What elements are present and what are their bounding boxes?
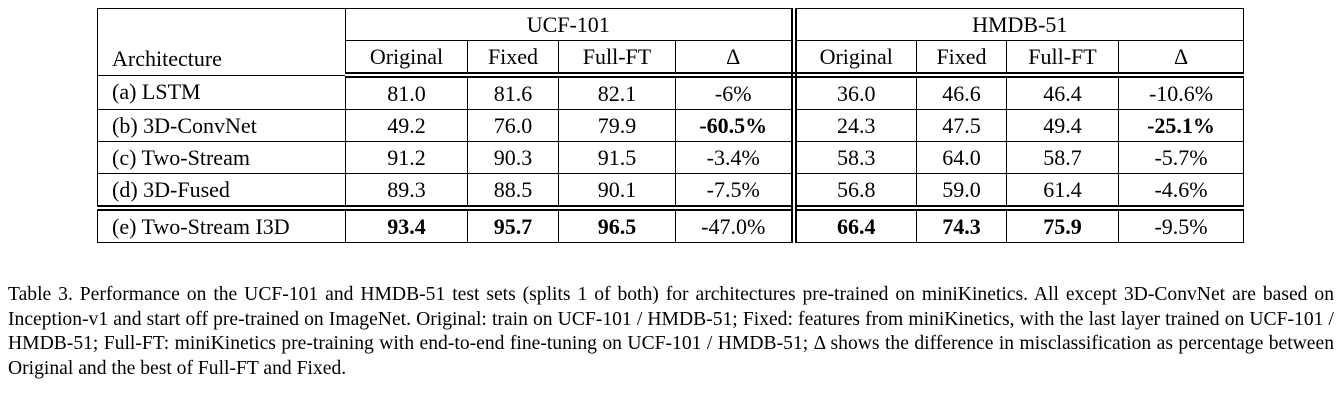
cell: 49.4 [1006,109,1119,142]
cell: 91.2 [345,141,468,174]
cell: 61.4 [1006,173,1119,209]
group-header-row: Architecture UCF-101 HMDB-51 [97,8,1245,76]
data-row: (c) Two-Stream 91.2 90.3 91.5 -3.4% 58.3 64.0 5… [97,141,1245,174]
cell: 46.6 [916,74,1007,110]
cell: 79.9 [558,109,676,142]
cell: 75.9 [1006,205,1119,243]
cell: 49.2 [345,109,468,142]
cell: 66.4 [793,205,917,243]
cell: 76.0 [467,109,559,142]
group-header: UCF-101 [345,8,797,41]
cell: 47.5 [916,109,1007,142]
cell: 96.5 [558,205,676,243]
column-header: Original [345,40,468,78]
cell: 64.0 [916,141,1007,174]
row-name: (a) LSTM [97,74,346,110]
cell: 58.7 [1006,141,1119,174]
cell: -6% [675,74,797,110]
cell: 91.5 [558,141,676,174]
cell: 74.3 [916,205,1007,243]
data-row: (e) Two-Stream I3D 93.4 95.7 96.5 -47.0% 66.4… [97,205,1245,243]
table-body: Architecture UCF-101 HMDB-51 Original Fix… [97,8,1245,243]
cell: -47.0% [675,205,797,243]
column-header: Δ [1117,40,1245,78]
column-header: Original [793,40,917,78]
column-header-row: Original Fixed Full-FT Δ Original Fixed Full-F… [98,40,1245,78]
cell: 88.5 [467,173,559,209]
column-header: Fixed [467,40,559,78]
cell: -10.6% [1117,74,1245,110]
cell: -25.1% [1117,109,1245,142]
column-header: Full-FT [558,40,676,78]
cell: 93.4 [345,205,468,243]
data-row: (d) 3D-Fused 89.3 88.5 90.1 -7.5% 56.8 59.0 61.… [97,173,1245,209]
cell: 90.1 [558,173,676,209]
cell: -9.5% [1117,205,1245,243]
cell: 81.6 [467,74,559,110]
cell: 56.8 [793,173,917,209]
group-header: HMDB-51 [792,8,1245,41]
cell: 89.3 [345,173,468,209]
results-table: Architecture UCF-101 HMDB-51 Original Fix… [97,8,1245,243]
row-name: (b) 3D-ConvNet [97,109,346,142]
cell: 59.0 [916,173,1007,209]
cell: -5.7% [1117,141,1245,174]
cell: -7.5% [675,173,797,209]
cell: -4.6% [1117,173,1245,209]
cell: 90.3 [467,141,559,174]
column-header: Δ [675,40,797,78]
cell: 36.0 [793,74,917,110]
column-header: Full-FT [1006,40,1119,78]
data-row: (b) 3D-ConvNet 49.2 76.0 79.9 -60.5% 24.3 47.5… [97,109,1245,142]
cell: 46.4 [1006,74,1119,110]
cell: 81.0 [345,74,468,110]
column-header: Fixed [916,40,1007,78]
cell: 95.7 [467,205,559,243]
cell: 24.3 [793,109,917,142]
data-row: (a) LSTM 81.0 81.6 82.1 -6% 36.0 46.6 46.4 -10.6… [97,74,1245,110]
cell: -60.5% [675,109,797,142]
cell: 58.3 [793,141,917,174]
caption: Table 3. Performance on the UCF-101 and … [8,284,1334,379]
cell: -3.4% [675,141,797,174]
row-name: (e) Two-Stream I3D [97,205,346,243]
row-name: (c) Two-Stream [97,141,346,174]
architecture-header: Architecture [97,8,346,76]
row-name: (d) 3D-Fused [97,173,346,209]
cell: 82.1 [558,74,676,110]
